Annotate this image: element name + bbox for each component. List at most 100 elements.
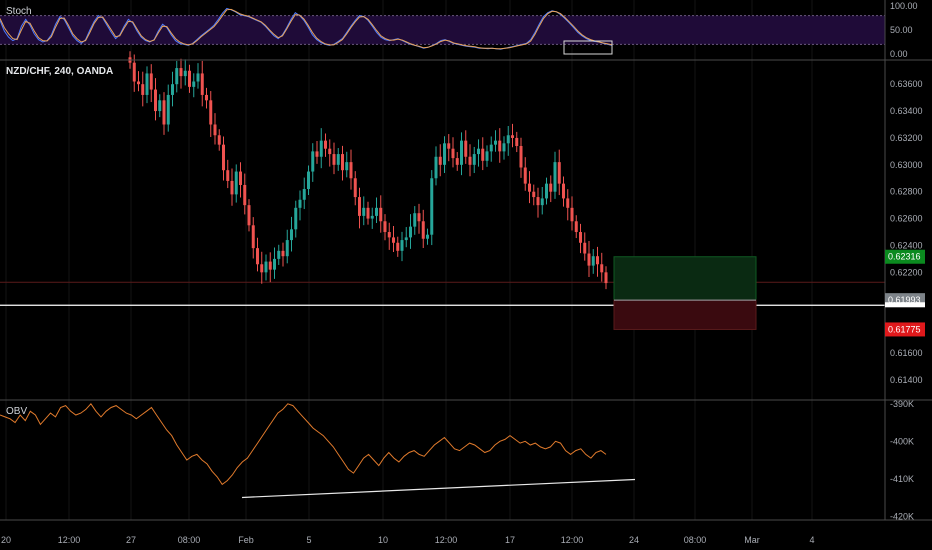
obv-trendline[interactable]	[241, 478, 636, 499]
obv-axis-label: -420K	[890, 511, 914, 521]
candle-down	[604, 272, 608, 284]
candle-down	[162, 100, 166, 125]
candle-up	[409, 226, 412, 238]
candle-down	[358, 197, 361, 216]
loss-zone	[613, 299, 757, 330]
candle-down	[464, 140, 468, 157]
candle-up	[264, 261, 268, 273]
candle-down	[387, 232, 391, 238]
candle-up	[294, 207, 298, 230]
stoch-title: Stoch	[6, 6, 32, 17]
candle-down	[596, 256, 599, 265]
panel-separators[interactable]	[0, 0, 932, 521]
candle-down	[149, 73, 153, 90]
candle-down	[132, 62, 136, 82]
candle-up	[362, 207, 366, 216]
candle-down	[498, 140, 502, 152]
candle-down	[417, 213, 421, 222]
candle-down	[587, 253, 591, 266]
candle-up	[166, 94, 170, 125]
time-axis-label: Mar	[744, 535, 760, 545]
candle-down	[341, 154, 344, 171]
candle-up	[545, 183, 548, 199]
candle-up	[430, 178, 434, 235]
obv-axis-label: -390K	[890, 399, 914, 409]
price-axis-label: 0.62200	[890, 267, 923, 277]
candle-up	[591, 256, 595, 266]
candle-down	[523, 167, 527, 184]
stochastic-highlight-box[interactable]	[563, 40, 613, 55]
candle-down	[481, 148, 485, 161]
candle-down	[179, 68, 183, 77]
time-axis-label: 5	[306, 535, 311, 545]
candle-down	[600, 264, 604, 273]
stoch-axis-label: 0.00	[890, 49, 908, 59]
time-axis-label: 12:00	[561, 535, 584, 545]
candle-down	[222, 144, 225, 171]
candle-down	[579, 232, 582, 243]
candle-down	[239, 171, 242, 185]
candle-up	[477, 148, 480, 155]
price-axis-label: 0.63000	[890, 160, 923, 170]
price-badges: 0.62316 0.61993 0.61775	[885, 249, 925, 337]
candle-up	[336, 154, 340, 165]
time-axis-label: 08:00	[684, 535, 707, 545]
candle-down	[379, 207, 383, 222]
candle-up	[175, 68, 179, 85]
candle-down	[532, 191, 536, 198]
entry-badge-text: 0.61993	[888, 295, 921, 305]
candle-up	[404, 237, 408, 241]
candle-down	[230, 180, 234, 195]
stochastic-lines	[0, 7, 613, 50]
candle-down	[574, 221, 578, 233]
obv-panel[interactable]	[0, 402, 636, 499]
profit-zone	[613, 256, 757, 301]
candle-up	[145, 73, 149, 95]
candle-down	[468, 156, 472, 165]
target-badge-bg	[885, 249, 925, 264]
candle-down	[141, 84, 145, 95]
candle-down	[268, 261, 272, 270]
candle-down	[438, 156, 442, 165]
obv-line	[0, 402, 607, 486]
candle-down	[154, 89, 157, 112]
time-axis-label: 17	[505, 535, 515, 545]
candle-down	[349, 162, 353, 179]
candle-up	[460, 140, 463, 165]
candle-up	[192, 81, 196, 87]
candle-down	[251, 225, 255, 249]
candle-down	[247, 205, 251, 226]
time-axis-label: 24	[629, 535, 639, 545]
candle-up	[196, 73, 200, 82]
stop-badge-text: 0.61775	[888, 324, 921, 334]
candle-up	[370, 215, 374, 219]
candle-down	[328, 148, 332, 155]
price-axis-label: 0.62600	[890, 214, 923, 224]
stochastic-panel[interactable]	[0, 7, 885, 55]
candle-down	[213, 124, 217, 136]
long-position-tool[interactable]	[613, 256, 757, 330]
time-axis-label: 08:00	[178, 535, 201, 545]
candle-down	[188, 70, 191, 87]
candle-down	[392, 237, 395, 243]
price-scale[interactable]: 100.00 50.00 0.00 0.63600 0.63400 0.63200 0.63…	[890, 1, 923, 521]
candle-down	[260, 264, 264, 273]
time-scale[interactable]: 20 12:00 27 08:00 Feb 5 10 12:00 17 12:00 24 08:00 M…	[1, 535, 815, 545]
target-badge-text: 0.62316	[888, 252, 921, 262]
candle-up	[375, 207, 378, 216]
candle-up	[171, 84, 174, 95]
price-axis-label: 0.62400	[890, 240, 923, 250]
candle-down	[324, 140, 327, 149]
stochastic-series-line	[0, 8, 613, 50]
candle-up	[413, 213, 417, 227]
candle-down	[511, 135, 514, 138]
time-axis-label: 12:00	[435, 535, 458, 545]
candle-down	[549, 183, 553, 192]
price-panel[interactable]	[0, 51, 885, 330]
obv-series-line	[0, 402, 607, 486]
candle-down	[281, 250, 285, 257]
candle-down	[536, 197, 540, 206]
candle-down	[557, 162, 561, 184]
candle-down	[243, 184, 247, 206]
